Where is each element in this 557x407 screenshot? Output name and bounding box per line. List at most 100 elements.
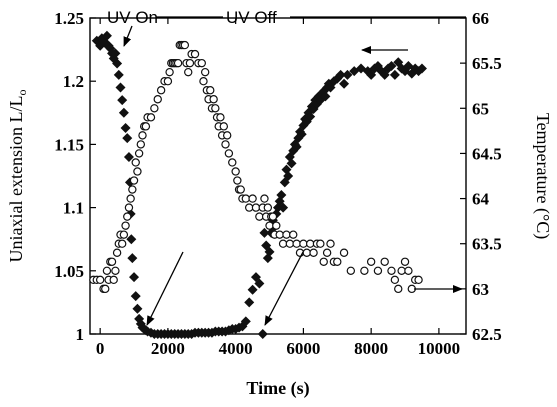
temperature-point [241, 194, 251, 203]
extension-point [113, 69, 124, 80]
extension-point [118, 107, 129, 118]
extension-point [286, 158, 297, 169]
temperature-point [185, 58, 195, 68]
extension-point [254, 278, 265, 289]
temperature-point [126, 194, 135, 203]
extension-point [126, 234, 137, 245]
extension-point [320, 91, 331, 102]
extension-point [276, 189, 287, 200]
extension-point [240, 316, 251, 327]
temperature-point [326, 239, 335, 248]
temperature-point [209, 95, 218, 104]
y-tick-label: 1.05 [54, 262, 84, 281]
temperature-point [211, 104, 220, 113]
temperature-point [390, 275, 400, 285]
extension-point [335, 69, 346, 80]
temperature-point [400, 257, 410, 266]
x-tick-label: 8000 [354, 339, 388, 358]
temperature-point [95, 275, 105, 285]
temperature-point [282, 230, 291, 239]
temperature-point [309, 248, 318, 257]
temperature-point [112, 248, 122, 257]
temperature-point [387, 266, 396, 275]
temperature-point [216, 113, 225, 122]
temperature-point [150, 104, 159, 113]
temperature-point [251, 203, 261, 212]
extension-point [259, 227, 270, 238]
extension-point [389, 69, 400, 80]
x-tick-label: 6000 [286, 339, 320, 358]
y2-tick-label: 65.5 [472, 54, 502, 73]
temperature-point [111, 266, 120, 275]
temperature-point [373, 266, 383, 275]
temperature-point [272, 221, 281, 230]
extension-point [130, 291, 141, 302]
temperature-point [124, 203, 134, 212]
extension-point [264, 246, 275, 257]
x-tick-label: 4000 [219, 339, 253, 358]
temperature-point [292, 239, 301, 248]
y2-tick-label: 66 [472, 9, 489, 28]
temperature-point [109, 275, 118, 285]
temperature-point [146, 113, 156, 122]
temperature-point [285, 239, 295, 248]
y2-tick-label: 63.5 [472, 235, 502, 254]
temperature-point [248, 194, 257, 203]
y-axis-left: 1 1.05 1.1 1.15 1.2 1.25 [54, 9, 96, 344]
temperature-point [346, 266, 356, 275]
temperature-point [133, 167, 142, 176]
extension-point [296, 129, 307, 140]
y2-tick-label: 63 [472, 280, 489, 299]
extension-point [101, 30, 112, 41]
temperature-point [107, 257, 117, 266]
extension-point [342, 69, 353, 80]
temperature-point [197, 58, 206, 68]
y-axis-left-title-subscript: o [15, 90, 29, 96]
y-axis-right: 62.5 63 63.5 64 64.5 65 65.5 66 [460, 9, 502, 344]
y-tick-label: 1 [76, 325, 85, 344]
temperature-point [404, 266, 413, 275]
temperature-point [184, 67, 193, 77]
temperature-point [222, 131, 232, 140]
extension-point [339, 78, 350, 89]
temperature-point [236, 185, 245, 194]
annotation-uv-off: UV Off [226, 8, 277, 27]
temperature-point [380, 257, 389, 266]
y-tick-label: 1.25 [54, 9, 84, 28]
extension-point [291, 141, 302, 152]
temperature-point [322, 248, 332, 257]
temperature-point [119, 230, 129, 239]
temperature-point [136, 140, 146, 149]
extension-point [132, 303, 143, 314]
y-axis-right-title: Temperature (°C) [532, 113, 553, 239]
temperature-point [231, 167, 240, 176]
x-axis: 0 2000 4000 6000 8000 10000 [96, 18, 460, 358]
uv-on-relaxation-arrow [146, 251, 184, 326]
temperature-point [316, 239, 325, 248]
y2-tick-label: 64 [472, 190, 490, 209]
extension-point [257, 329, 268, 339]
temperature-point [263, 203, 273, 212]
temperature-point [156, 86, 166, 95]
extension-point [123, 152, 134, 163]
temperature-point [394, 284, 403, 294]
temperature-point [131, 158, 140, 167]
extension-point [110, 48, 121, 59]
y2-tick-label: 64.5 [472, 144, 502, 163]
extension-point [416, 63, 427, 74]
temperature-point [305, 239, 315, 248]
annotation-uv-on: UV On [107, 8, 158, 27]
temperature-point [366, 257, 376, 266]
extension-point [244, 297, 255, 308]
temperature-point [219, 122, 229, 131]
temperature-point [275, 230, 284, 239]
temperature-point [117, 239, 127, 248]
temperature-point [268, 212, 278, 221]
x-tick-label: 10000 [418, 339, 461, 358]
temperature-point [180, 40, 190, 50]
temperature-point [163, 76, 173, 86]
annotations: UV On UV Off [107, 8, 466, 326]
temperature-point [129, 176, 139, 185]
y-tick-label: 1.15 [54, 135, 84, 154]
